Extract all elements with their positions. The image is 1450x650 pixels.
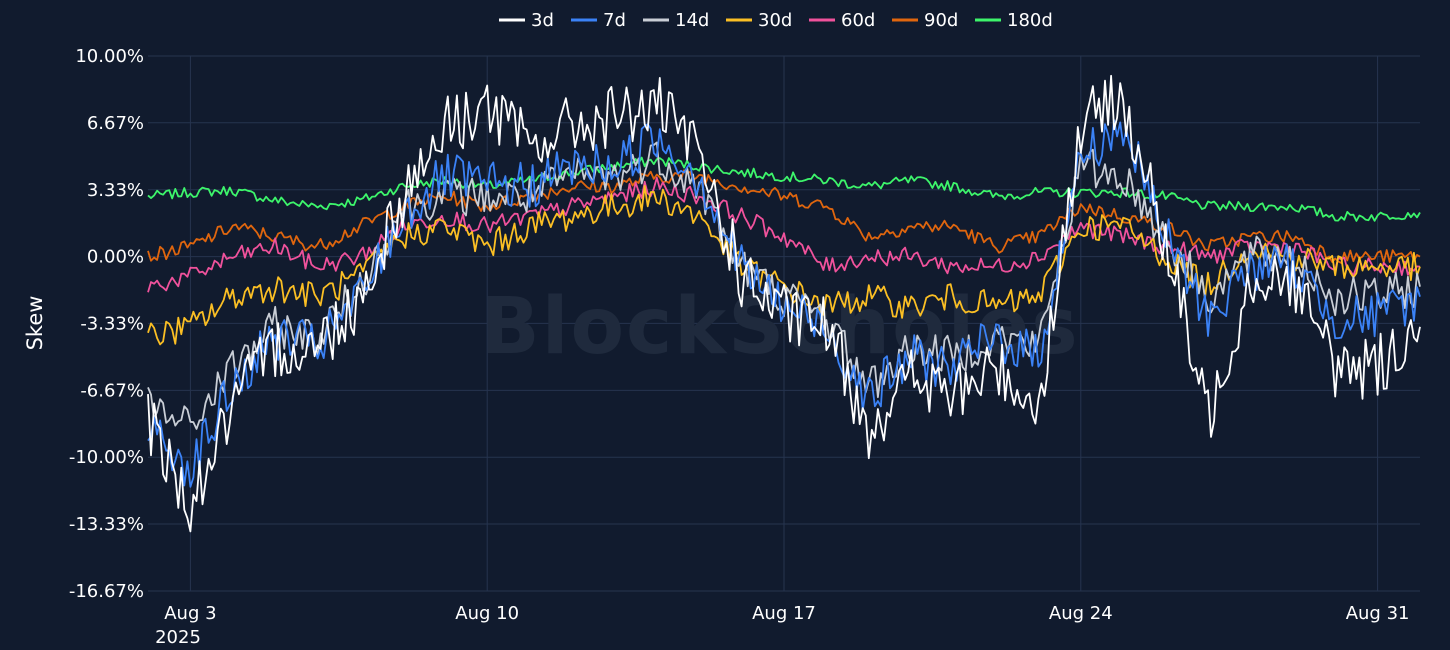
y-tick-label: 10.00% bbox=[75, 46, 144, 67]
y-tick-label: -13.33% bbox=[69, 514, 144, 535]
y-tick-label: -6.67% bbox=[80, 380, 144, 401]
series-lines bbox=[147, 74, 1421, 533]
x-tick-label: Aug 24 bbox=[1049, 603, 1113, 624]
x-tick-label: Aug 17 bbox=[752, 603, 816, 624]
legend-label-180d[interactable]: 180d bbox=[1007, 10, 1053, 31]
y-tick-label: 6.67% bbox=[87, 113, 144, 134]
legend-label-14d[interactable]: 14d bbox=[675, 10, 709, 31]
y-tick-label: 3.33% bbox=[87, 180, 144, 201]
series-line-3d bbox=[147, 74, 1421, 533]
y-axis-ticks: 10.00% 6.67% 3.33% 0.00% -3.33% -6.67% -10.00%… bbox=[69, 46, 144, 602]
x-axis-year-label: 2025 bbox=[155, 627, 201, 648]
legend-label-60d[interactable]: 60d bbox=[841, 10, 875, 31]
series-line-7d bbox=[147, 119, 1421, 488]
series-line-90d bbox=[147, 169, 1421, 264]
x-axis-ticks: Aug 3 Aug 10 Aug 17 Aug 24 Aug 31 bbox=[164, 603, 1409, 624]
legend-label-7d[interactable]: 7d bbox=[603, 10, 626, 31]
series-line-60d bbox=[147, 176, 1421, 293]
legend: 3d 7d 14d 30d 60d 90d 180d bbox=[499, 10, 1053, 31]
series-line-180d bbox=[147, 156, 1421, 222]
legend-label-90d[interactable]: 90d bbox=[924, 10, 958, 31]
x-tick-label: Aug 31 bbox=[1346, 603, 1410, 624]
y-tick-label: 0.00% bbox=[87, 247, 144, 268]
legend-label-30d[interactable]: 30d bbox=[758, 10, 792, 31]
y-tick-label: -16.67% bbox=[69, 581, 144, 602]
series-line-30d bbox=[147, 184, 1421, 346]
y-axis-title: Skew bbox=[23, 296, 47, 351]
legend-label-3d[interactable]: 3d bbox=[531, 10, 554, 31]
x-tick-label: Aug 10 bbox=[455, 603, 519, 624]
grid bbox=[148, 55, 1420, 592]
y-tick-label: -3.33% bbox=[80, 313, 144, 334]
x-tick-label: Aug 3 bbox=[164, 603, 216, 624]
y-tick-label: -10.00% bbox=[69, 447, 144, 468]
